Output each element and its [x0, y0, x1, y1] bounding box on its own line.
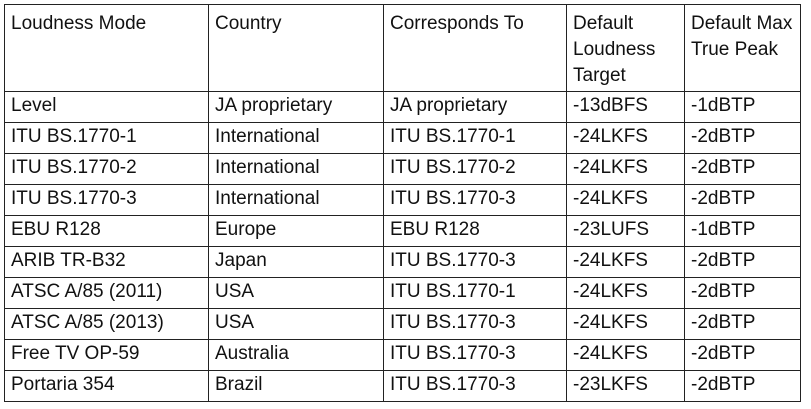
cell-country: International — [208, 122, 384, 154]
cell-loudness-mode: ITU BS.1770-1 — [4, 122, 209, 154]
cell-max-true-peak: -2dBTP — [684, 153, 801, 185]
cell-max-true-peak: -2dBTP — [684, 308, 801, 340]
cell-country: Australia — [208, 339, 384, 371]
cell-corresponds-to: ITU BS.1770-1 — [383, 122, 567, 154]
cell-corresponds-to: ITU BS.1770-3 — [383, 246, 567, 278]
cell-loudness-mode: ATSC A/85 (2013) — [4, 308, 209, 340]
table-header: Loudness Mode Country Corresponds To Def… — [4, 4, 801, 92]
cell-corresponds-to: ITU BS.1770-1 — [383, 277, 567, 309]
cell-country: JA proprietary — [208, 91, 384, 123]
cell-country: Brazil — [208, 370, 384, 402]
cell-country: International — [208, 153, 384, 185]
table-row: ATSC A/85 (2013) USA ITU BS.1770-3 -24LK… — [4, 308, 801, 340]
cell-loudness-target: -23LKFS — [566, 370, 685, 402]
cell-corresponds-to: ITU BS.1770-3 — [383, 339, 567, 371]
loudness-modes-table: Loudness Mode Country Corresponds To Def… — [4, 4, 801, 402]
cell-country: International — [208, 184, 384, 216]
cell-corresponds-to: ITU BS.1770-3 — [383, 184, 567, 216]
cell-loudness-target: -24LKFS — [566, 246, 685, 278]
header-row: Loudness Mode Country Corresponds To Def… — [4, 4, 801, 92]
table-row: Free TV OP-59 Australia ITU BS.1770-3 -2… — [4, 339, 801, 371]
table-row: Portaria 354 Brazil ITU BS.1770-3 -23LKF… — [4, 370, 801, 402]
table-body: Level JA proprietary JA proprietary -13d… — [4, 91, 801, 402]
table-row: Level JA proprietary JA proprietary -13d… — [4, 91, 801, 123]
cell-max-true-peak: -2dBTP — [684, 122, 801, 154]
cell-max-true-peak: -2dBTP — [684, 339, 801, 371]
cell-loudness-mode: ATSC A/85 (2011) — [4, 277, 209, 309]
cell-max-true-peak: -1dBTP — [684, 215, 801, 247]
table-row: ATSC A/85 (2011) USA ITU BS.1770-1 -24LK… — [4, 277, 801, 309]
cell-max-true-peak: -1dBTP — [684, 91, 801, 123]
loudness-table-container: Loudness Mode Country Corresponds To Def… — [4, 4, 801, 402]
cell-loudness-target: -24LKFS — [566, 339, 685, 371]
cell-loudness-mode: Free TV OP-59 — [4, 339, 209, 371]
header-default-loudness-target: Default Loudness Target — [566, 4, 685, 92]
cell-loudness-target: -24LKFS — [566, 153, 685, 185]
header-country: Country — [208, 4, 384, 92]
cell-corresponds-to: JA proprietary — [383, 91, 567, 123]
cell-loudness-target: -24LKFS — [566, 184, 685, 216]
header-corresponds-to: Corresponds To — [383, 4, 567, 92]
cell-corresponds-to: EBU R128 — [383, 215, 567, 247]
cell-loudness-mode: Portaria 354 — [4, 370, 209, 402]
table-row: ARIB TR-B32 Japan ITU BS.1770-3 -24LKFS … — [4, 246, 801, 278]
cell-country: Europe — [208, 215, 384, 247]
cell-loudness-target: -13dBFS — [566, 91, 685, 123]
cell-country: USA — [208, 308, 384, 340]
table-row: ITU BS.1770-2 International ITU BS.1770-… — [4, 153, 801, 185]
cell-corresponds-to: ITU BS.1770-3 — [383, 308, 567, 340]
cell-loudness-mode: ARIB TR-B32 — [4, 246, 209, 278]
cell-loudness-target: -24LKFS — [566, 122, 685, 154]
cell-country: USA — [208, 277, 384, 309]
cell-max-true-peak: -2dBTP — [684, 277, 801, 309]
cell-loudness-target: -23LUFS — [566, 215, 685, 247]
header-loudness-mode: Loudness Mode — [4, 4, 209, 92]
table-row: EBU R128 Europe EBU R128 -23LUFS -1dBTP — [4, 215, 801, 247]
cell-max-true-peak: -2dBTP — [684, 370, 801, 402]
cell-loudness-mode: EBU R128 — [4, 215, 209, 247]
cell-country: Japan — [208, 246, 384, 278]
cell-loudness-mode: ITU BS.1770-3 — [4, 184, 209, 216]
cell-loudness-target: -24LKFS — [566, 277, 685, 309]
table-row: ITU BS.1770-3 International ITU BS.1770-… — [4, 184, 801, 216]
cell-corresponds-to: ITU BS.1770-3 — [383, 370, 567, 402]
cell-loudness-mode: ITU BS.1770-2 — [4, 153, 209, 185]
table-row: ITU BS.1770-1 International ITU BS.1770-… — [4, 122, 801, 154]
cell-loudness-mode: Level — [4, 91, 209, 123]
cell-corresponds-to: ITU BS.1770-2 — [383, 153, 567, 185]
cell-max-true-peak: -2dBTP — [684, 184, 801, 216]
cell-loudness-target: -24LKFS — [566, 308, 685, 340]
cell-max-true-peak: -2dBTP — [684, 246, 801, 278]
header-default-max-true-peak: Default Max True Peak — [684, 4, 801, 92]
